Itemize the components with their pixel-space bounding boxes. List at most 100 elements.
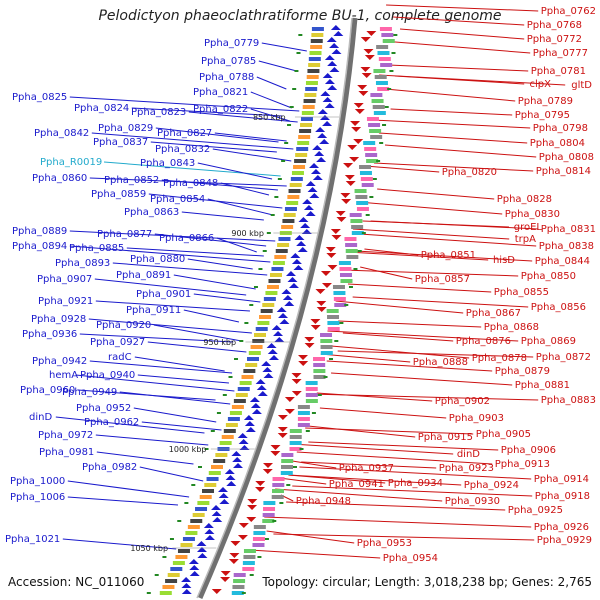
gene-label-right[interactable]: trpA — [515, 234, 536, 245]
gene-label-right[interactable]: Ppha_0906 — [501, 445, 556, 456]
gene-label-right[interactable]: Ppha_0941 — [329, 479, 384, 490]
gene-label-left[interactable]: Ppha_0827 — [157, 128, 212, 139]
gene-label-right[interactable]: Ppha_0876 — [456, 336, 511, 347]
gene-label-left[interactable]: Ppha_1021 — [5, 534, 60, 545]
gene-label-left[interactable]: Ppha_0907 — [37, 274, 92, 285]
gene-label-right[interactable]: Ppha_0844 — [535, 256, 590, 267]
gene-label-right[interactable]: Ppha_0830 — [505, 209, 560, 220]
gene-label-left[interactable]: Ppha_0891 — [116, 270, 171, 281]
gene-label-right[interactable]: Ppha_0954 — [383, 553, 438, 564]
gene-label-left[interactable]: Ppha_0949 — [62, 387, 117, 398]
gene-label-left[interactable]: Ppha_0911 — [126, 305, 181, 316]
gene-label-left[interactable]: Ppha_0832 — [155, 144, 210, 155]
gene-label-right[interactable]: Ppha_0798 — [533, 123, 588, 134]
gene-label-right[interactable]: Ppha_0850 — [521, 271, 576, 282]
gene-label-left[interactable]: Ppha_0885 — [69, 243, 124, 254]
gene-label-right[interactable]: Ppha_0923 — [439, 463, 494, 474]
gene-label-right[interactable]: Ppha_0903 — [449, 413, 504, 424]
gene-label-left[interactable]: Ppha_0859 — [91, 189, 146, 200]
gene-label-left[interactable]: Ppha_0852 — [104, 175, 159, 186]
gene-label-right[interactable]: Ppha_0820 — [442, 167, 497, 178]
gene-label-right[interactable]: Ppha_0948 — [296, 496, 351, 507]
gene-label-left[interactable]: Ppha_0928 — [31, 314, 86, 325]
gene-label-left[interactable]: Ppha_0821 — [193, 87, 248, 98]
gene-label-left[interactable]: Ppha_0894 — [12, 241, 67, 252]
gene-label-left[interactable]: Ppha_0901 — [136, 289, 191, 300]
gene-label-right[interactable]: groEL — [514, 222, 543, 233]
gene-label-left[interactable]: Ppha_0981 — [39, 447, 94, 458]
gene-label-right[interactable]: Ppha_0857 — [415, 274, 470, 285]
gene-label-right[interactable]: Ppha_0867 — [466, 308, 521, 319]
gene-label-right[interactable]: Ppha_0804 — [530, 138, 585, 149]
gene-label-left[interactable]: Ppha_0942 — [32, 356, 87, 367]
gene-label-left[interactable]: Ppha_0842 — [34, 128, 89, 139]
gene-label-right[interactable]: Ppha_0828 — [497, 194, 552, 205]
gene-label-right[interactable]: Ppha_0851 — [421, 250, 476, 261]
gene-label-right[interactable]: Ppha_0924 — [464, 480, 519, 491]
gene-label-right[interactable]: Ppha_0879 — [495, 366, 550, 377]
gene-label-left[interactable]: Ppha_0863 — [124, 207, 179, 218]
gene-label-left[interactable]: Ppha_0893 — [55, 258, 110, 269]
gene-label-right[interactable]: Ppha_0831 — [541, 224, 596, 235]
gene-label-left[interactable]: Ppha_0921 — [38, 296, 93, 307]
gene-label-right[interactable]: Ppha_0930 — [445, 496, 500, 507]
gene-label-right[interactable]: Ppha_0772 — [527, 34, 582, 45]
gene-label-left[interactable]: Ppha_0866 — [159, 233, 214, 244]
gene-label-left[interactable]: Ppha_0962 — [84, 417, 139, 428]
gene-label-left[interactable]: Ppha_0823 — [131, 107, 186, 118]
gene-label-right[interactable]: Ppha_0902 — [435, 396, 490, 407]
gene-label-left[interactable]: radC — [108, 352, 132, 363]
gene-label-right[interactable]: Ppha_0768 — [527, 20, 582, 31]
gene-label-right[interactable]: Ppha_0872 — [536, 352, 591, 363]
gene-label-right[interactable]: Ppha_0777 — [533, 48, 588, 59]
gene-label-right[interactable]: hisD — [493, 255, 515, 266]
gene-label-left[interactable]: Ppha_1000 — [10, 476, 65, 487]
gene-label-right[interactable]: Ppha_0913 — [495, 459, 550, 470]
gene-label-left[interactable]: dinD — [29, 412, 52, 423]
gene-label-right[interactable]: Ppha_0789 — [518, 96, 573, 107]
gene-label-right[interactable]: clpX — [530, 79, 552, 90]
gene-label-right[interactable]: Ppha_0925 — [508, 505, 563, 516]
gene-label-left[interactable]: Ppha_0779 — [204, 38, 259, 49]
gene-label-right[interactable]: Ppha_0883 — [541, 395, 596, 406]
gene-label-right[interactable]: Ppha_0878 — [472, 353, 527, 364]
gene-label-right[interactable]: Ppha_0869 — [521, 336, 576, 347]
gene-label-right[interactable]: Ppha_0762 — [541, 6, 596, 17]
gene-label-left[interactable]: Ppha_0940 — [80, 370, 135, 381]
gene-label-right[interactable]: Ppha_0855 — [494, 287, 549, 298]
gene-label-right[interactable]: Ppha_0905 — [476, 429, 531, 440]
gene-label-left[interactable]: Ppha_0822 — [193, 104, 248, 115]
gene-label-right[interactable]: Ppha_0838 — [539, 241, 594, 252]
gene-label-left[interactable]: Ppha_0936 — [22, 329, 77, 340]
gene-label-left[interactable]: Ppha_0860 — [32, 173, 87, 184]
gene-label-left[interactable]: Ppha_0952 — [76, 403, 131, 414]
gene-label-right[interactable]: dinD — [457, 449, 480, 460]
gene-label-right[interactable]: Ppha_0914 — [534, 474, 589, 485]
gene-label-right[interactable]: Ppha_0929 — [537, 535, 592, 546]
gene-label-left[interactable]: Ppha_0843 — [140, 158, 195, 169]
gene-label-right[interactable]: Ppha_0953 — [357, 538, 412, 549]
gene-label-left[interactable]: Ppha_0788 — [199, 72, 254, 83]
gene-label-left[interactable]: Ppha_0960 — [20, 385, 75, 396]
gene-label-right[interactable]: Ppha_0781 — [531, 66, 586, 77]
gene-label-left[interactable]: Ppha_0785 — [201, 56, 256, 67]
gene-label-right[interactable]: Ppha_0881 — [515, 380, 570, 391]
gene-label-right[interactable]: Ppha_0937 — [339, 463, 394, 474]
gene-label-left[interactable]: Ppha_0982 — [82, 462, 137, 473]
gene-label-right[interactable]: Ppha_0934 — [388, 478, 443, 489]
gene-label-left[interactable]: Ppha_0927 — [90, 337, 145, 348]
gene-label-left[interactable]: Ppha_0825 — [12, 92, 67, 103]
gene-label-left[interactable]: Ppha_0829 — [98, 123, 153, 134]
gene-label-right[interactable]: Ppha_0856 — [531, 302, 586, 313]
gene-label-left[interactable]: hemA — [49, 370, 78, 381]
gene-label-right[interactable]: Ppha_0918 — [535, 491, 590, 502]
gene-label-left[interactable]: Ppha_0837 — [93, 137, 148, 148]
gene-label-right[interactable]: gltD — [571, 80, 592, 91]
gene-label-left[interactable]: Ppha_0972 — [38, 430, 93, 441]
gene-label-right[interactable]: Ppha_0814 — [536, 166, 591, 177]
gene-label-left[interactable]: Ppha_0880 — [130, 254, 185, 265]
gene-label-left[interactable]: Ppha_0854 — [150, 194, 205, 205]
gene-label-right[interactable]: Ppha_0808 — [539, 152, 594, 163]
gene-label-left[interactable]: Ppha_1006 — [10, 492, 65, 503]
